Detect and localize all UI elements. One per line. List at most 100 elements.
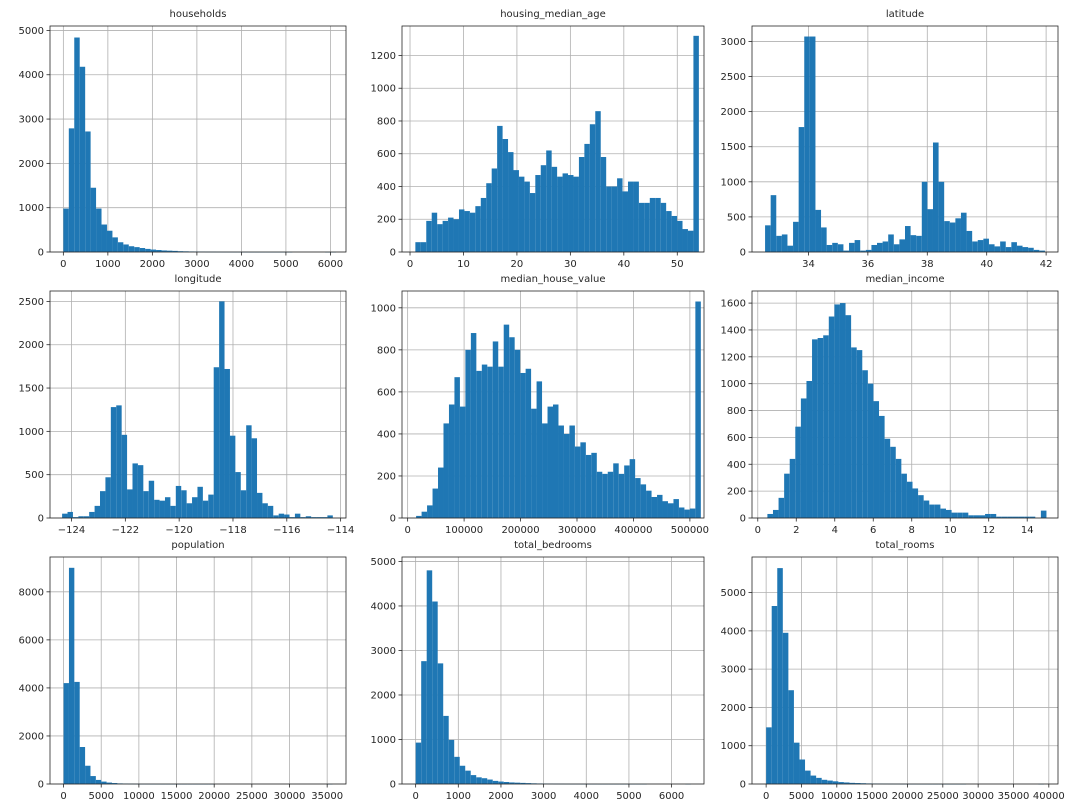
histogram-bar <box>895 458 902 518</box>
histogram-bar <box>1028 247 1034 252</box>
histogram-bar <box>111 783 118 784</box>
histogram-bar <box>90 776 96 784</box>
axes-frame <box>401 556 705 785</box>
histogram-bar <box>990 513 997 518</box>
histogram-bar <box>837 244 844 252</box>
histogram-bar <box>918 495 924 518</box>
histogram-bar <box>945 509 952 518</box>
histogram-panel-median-income: median_income 0 2 4 6 8 10 12 14 0 200 400 600 800 100… <box>721 274 1059 536</box>
y-tick-label: 5000 <box>721 588 746 599</box>
histogram-bar <box>525 783 532 784</box>
x-tick-label: 3000 <box>184 259 209 270</box>
histogram-bar <box>977 240 984 252</box>
y-tick-label: 2000 <box>721 703 746 714</box>
histogram-bar <box>459 765 466 784</box>
y-tick-label: 1000 <box>371 303 396 314</box>
histogram-bar <box>497 125 503 252</box>
histogram-bar <box>584 143 590 252</box>
histogram-bar <box>871 244 878 252</box>
x-tick-label: 10000 <box>821 791 853 801</box>
x-tick-label: 300000 <box>558 525 596 536</box>
x-tick-label: 5000 <box>789 791 814 801</box>
histogram-bar <box>817 338 824 518</box>
histogram-bar <box>882 241 889 252</box>
histogram-bar <box>1029 516 1036 518</box>
histogram-bar <box>139 248 146 252</box>
y-tick-label: 0 <box>38 780 44 791</box>
y-tick-label: 1000 <box>721 177 746 188</box>
histogram-bar <box>475 206 481 252</box>
histogram-bar <box>518 176 525 252</box>
histogram-bar <box>957 512 963 518</box>
x-tick-label: 15000 <box>161 791 193 801</box>
histogram-bar <box>906 481 913 518</box>
histogram-bar <box>832 781 839 784</box>
histogram-bar <box>536 381 543 518</box>
y-tick-label: 0 <box>38 248 44 259</box>
histogram-bar <box>777 568 783 784</box>
histogram-bar <box>542 423 548 518</box>
y-tick-label: 600 <box>727 433 746 444</box>
x-tick-label: 400000 <box>614 525 652 536</box>
y-tick-label: 600 <box>377 149 396 160</box>
histogram-bar <box>804 36 810 252</box>
histogram-bar <box>923 500 930 518</box>
histogram-bar <box>529 193 536 252</box>
histogram-bar <box>101 224 107 252</box>
histogram-bar <box>767 513 773 518</box>
histogram-bar <box>955 218 961 252</box>
histogram-bar <box>112 237 118 252</box>
histogram-bar <box>219 301 225 518</box>
histogram-bar <box>893 244 900 252</box>
panel-title: households <box>170 9 227 20</box>
x-tick-label: 6000 <box>659 791 684 801</box>
histogram-bar <box>96 208 102 252</box>
histogram-bar <box>766 727 772 784</box>
axes-frame <box>49 556 347 785</box>
histogram-bar <box>1033 249 1040 252</box>
histogram-bar <box>821 779 828 784</box>
histogram-bar <box>229 435 236 518</box>
y-tick-label: 0 <box>390 780 396 791</box>
histogram-bar <box>503 781 510 784</box>
histogram-bar <box>547 406 553 518</box>
y-tick-label: 200 <box>377 215 396 226</box>
histogram-bar <box>443 423 449 518</box>
histogram-bar <box>540 165 547 252</box>
histogram-bar <box>944 221 950 252</box>
histogram-bar <box>558 425 564 518</box>
histogram-bar <box>823 335 829 518</box>
x-tick-label: 38 <box>921 259 934 270</box>
histogram-bar <box>806 380 813 518</box>
x-tick-label: 10 <box>944 525 957 536</box>
x-tick-label: 25000 <box>927 791 959 801</box>
histogram-bar <box>772 509 779 518</box>
histogram-bar <box>159 500 165 518</box>
axes-frame <box>751 290 1059 519</box>
histogram-bar <box>972 241 978 252</box>
histogram-bar <box>123 244 129 252</box>
x-tick-label: 3000 <box>531 791 556 801</box>
histogram-bar <box>951 512 958 518</box>
panel-title: housing_median_age <box>500 9 606 20</box>
x-tick-label: 5000 <box>273 259 298 270</box>
histogram-bar <box>481 778 488 784</box>
histogram-bar <box>595 111 601 252</box>
histogram-bar <box>415 242 421 252</box>
histogram-bar <box>437 663 444 784</box>
x-tick-label: 6000 <box>318 259 343 270</box>
histogram-bar <box>988 244 995 252</box>
histogram-bar <box>267 505 274 518</box>
histogram-bar <box>416 515 422 518</box>
histogram-bar <box>667 503 674 518</box>
histogram-bar <box>821 227 827 252</box>
x-tick-label: 10000 <box>123 791 155 801</box>
histogram-bar <box>838 782 844 784</box>
histogram-bar <box>427 505 433 518</box>
histogram-bar <box>809 36 816 252</box>
histogram-bar <box>562 173 569 252</box>
y-tick-label: 0 <box>740 248 746 259</box>
histogram-bar <box>492 341 499 518</box>
histogram-bar <box>415 742 422 784</box>
